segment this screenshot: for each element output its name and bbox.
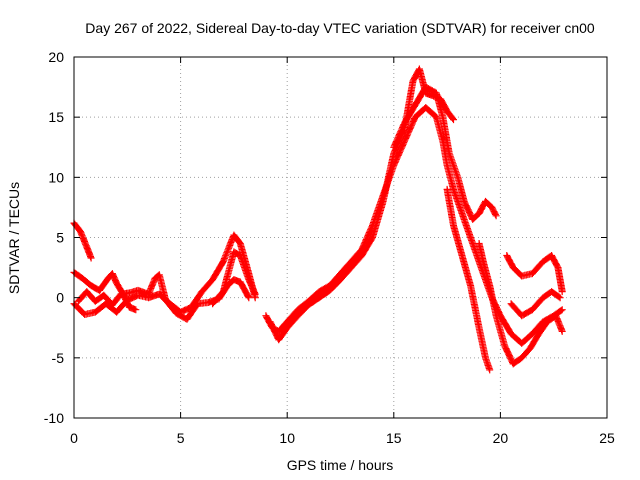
y-tick-label: -5: [52, 350, 65, 366]
series-track-e: [209, 248, 259, 308]
data-points: [70, 65, 566, 374]
y-axis-label: SDTVAR / TECUs: [6, 182, 22, 294]
x-axis-label: GPS time / hours: [287, 457, 394, 473]
series-track-i: [443, 185, 494, 374]
y-tick-label: 20: [48, 49, 64, 65]
y-tick-label: 5: [56, 230, 64, 246]
data-marker-track: [443, 185, 494, 374]
y-tick-label: -10: [44, 410, 64, 426]
ticks: 0 5 10 15 20 25 -10 -5 0 5 10 15 20: [44, 49, 615, 446]
x-tick-label: 15: [386, 430, 402, 446]
data-marker-track: [475, 240, 566, 368]
x-tick-label: 25: [599, 430, 615, 446]
data-marker-track: [209, 248, 259, 308]
grid: [74, 57, 607, 418]
x-tick-label: 10: [279, 430, 295, 446]
series-track-l: [507, 288, 564, 320]
series-track-h: [390, 83, 500, 223]
x-tick-label: 20: [493, 430, 509, 446]
y-tick-label: 10: [48, 169, 64, 185]
plot-frame: [73, 56, 608, 419]
series-track-j: [475, 240, 566, 368]
data-marker-track: [503, 252, 566, 296]
x-tick-label: 5: [177, 430, 185, 446]
chart-title: Day 267 of 2022, Sidereal Day-to-day VTE…: [85, 20, 595, 36]
data-marker-track: [390, 83, 500, 223]
y-tick-label: 0: [56, 290, 64, 306]
data-marker-track: [507, 288, 564, 320]
y-tick-label: 15: [48, 109, 64, 125]
series-track-k: [503, 252, 566, 296]
x-tick-label: 0: [70, 430, 78, 446]
